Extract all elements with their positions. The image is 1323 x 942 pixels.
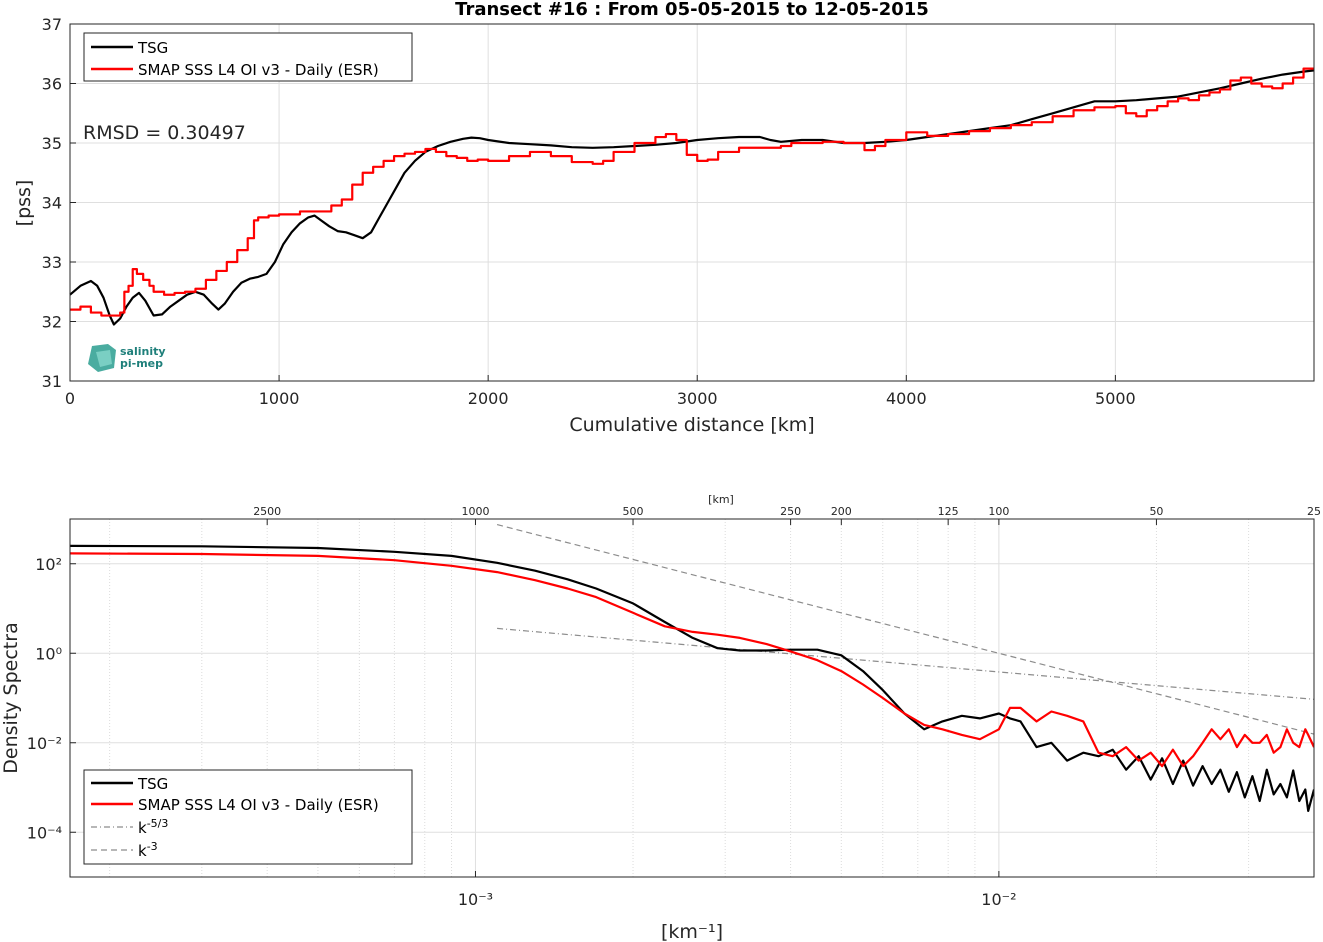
top-tick-label: 100 [988, 505, 1009, 518]
legend-label-smap-spectra: SMAP SSS L4 OI v3 - Daily (ESR) [138, 796, 379, 814]
y-axis-label-spectra: Density Spectra [0, 622, 22, 773]
y-tick-label: 32 [42, 313, 62, 332]
legend-spectra: TSG SMAP SSS L4 OI v3 - Daily (ESR) k-5/… [83, 769, 413, 865]
series-line-smap-spectra [70, 552, 1314, 768]
legend-label-tsg-spectra: TSG [137, 775, 168, 793]
top-tick-label: 500 [623, 505, 644, 518]
y-tick-label: 33 [42, 253, 62, 272]
axes-box-spectra [69, 518, 1315, 878]
top-tick-label: 50 [1149, 505, 1163, 518]
logo-text-2: pi-mep [120, 357, 163, 370]
top-tick-label: 25 [1307, 505, 1321, 518]
bottom-chart: 10⁻³ 10⁻² 10⁻⁴ 10⁻² 10⁰ 10² 2500 1000 500 250 200 1… [0, 493, 1321, 942]
x-axis-label: Cumulative distance [km] [569, 414, 814, 436]
x-tick-label: 0 [65, 389, 75, 408]
x-tick-label: 10⁻³ [458, 890, 493, 909]
rmsd-annotation: RMSD = 0.30497 [83, 122, 246, 144]
top-tick-label: 250 [780, 505, 801, 518]
x-tick-label: 5000 [1095, 389, 1136, 408]
tick-labels: 0 1000 2000 3000 4000 5000 31 32 33 34 35 36 37 [42, 15, 1136, 408]
top-tick-label: 1000 [461, 505, 489, 518]
y-tick-label: 31 [42, 372, 62, 391]
y-tick-label: 10⁻² [27, 734, 62, 753]
y-tick-label: 10⁰ [35, 644, 62, 663]
reference-line-k3 [496, 524, 1314, 735]
y-axis-label: [pss] [13, 180, 35, 227]
y-tick-label: 10² [35, 555, 62, 574]
legend-box-spectra [83, 769, 413, 865]
legend: TSG SMAP SSS L4 OI v3 - Daily (ESR) [83, 32, 413, 82]
x-axis-label-spectra: [km⁻¹] [661, 921, 723, 942]
y-tick-label: 10⁻⁴ [27, 823, 62, 842]
top-tick-label: 125 [938, 505, 959, 518]
legend-label-tsg: TSG [137, 39, 168, 57]
top-tick-label: 2500 [253, 505, 281, 518]
x-tick-label: 2000 [468, 389, 509, 408]
data-lines [69, 67, 1315, 326]
legend-box [83, 32, 413, 82]
top-chart: Transect #16 : From 05-05-2015 to 12-05-… [13, 0, 1315, 436]
x-tick-label: 3000 [677, 389, 718, 408]
x-tick-label: 1000 [259, 389, 300, 408]
x-tick-label: 4000 [886, 389, 927, 408]
data-lines-spectra [70, 524, 1314, 812]
y-tick-label: 35 [42, 134, 62, 153]
series-line-tsg-spectra [70, 544, 1314, 812]
top-tick-label: 200 [831, 505, 852, 518]
y-tick-label: 34 [42, 194, 62, 213]
series-line-tsg [69, 69, 1315, 326]
logo-text-1: salinity [120, 345, 166, 358]
series-line-smap [70, 67, 1314, 317]
grid [70, 24, 1314, 381]
chart-title: Transect #16 : From 05-05-2015 to 12-05-… [455, 0, 929, 20]
y-tick-label: 37 [42, 15, 62, 34]
y-tick-label: 36 [42, 75, 62, 94]
logo: salinity pi-mep [88, 344, 166, 372]
legend-label-smap: SMAP SSS L4 OI v3 - Daily (ESR) [138, 61, 379, 79]
x-tick-label: 10⁻² [981, 890, 1016, 909]
top-axis-label: [km] [708, 493, 734, 506]
tick-labels-spectra: 10⁻³ 10⁻² 10⁻⁴ 10⁻² 10⁰ 10² 2500 1000 500 250 200 1… [27, 505, 1321, 909]
